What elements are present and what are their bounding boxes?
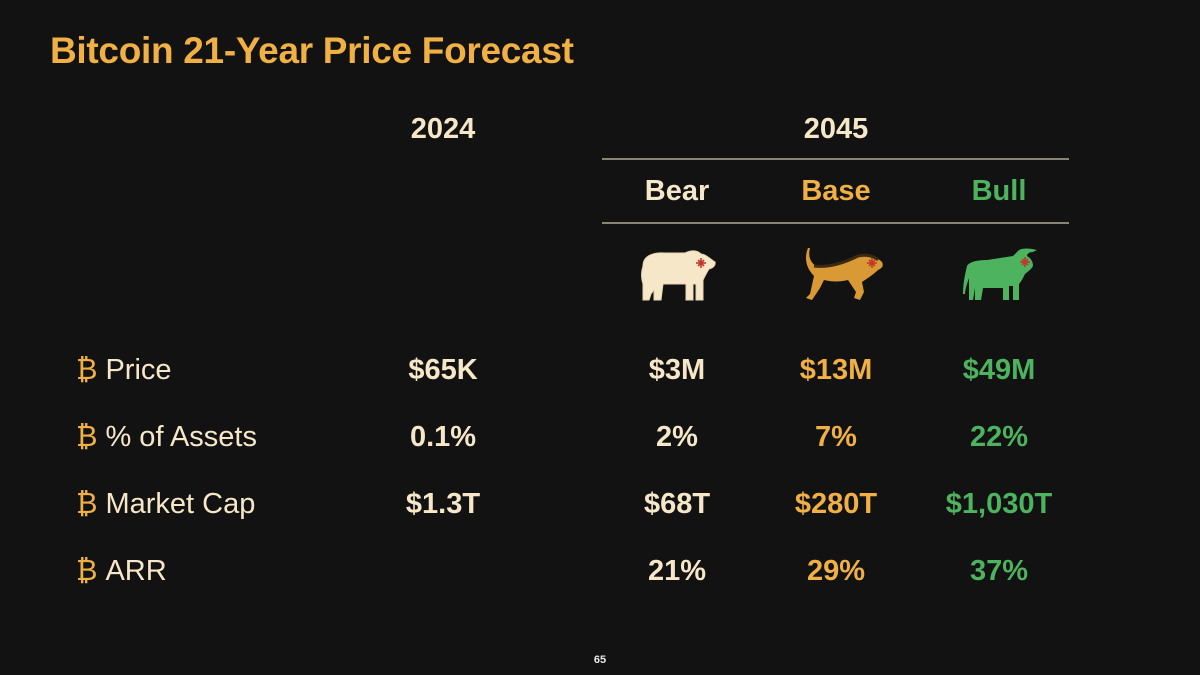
cell-arr-base: 29% (806, 555, 866, 587)
cell-price-bull: $49M (962, 354, 1036, 386)
cell-market-cap-bull: $1,030T (945, 488, 1053, 520)
row-label-text: Price (105, 354, 172, 386)
slide-title: Bitcoin 21-Year Price Forecast (50, 30, 574, 71)
bitcoin-icon: ₿ (76, 421, 98, 453)
page-number: 65 (593, 654, 607, 666)
bitcoin-icon: ₿ (76, 488, 98, 520)
bitcoin-icon: ₿ (76, 354, 98, 386)
scenario-header-base: Base (801, 175, 871, 207)
cell-price-2024: $65K (408, 354, 478, 386)
cell-price-base: $13M (799, 354, 873, 386)
bull-icon (963, 248, 1037, 300)
cell-arr-bull: 37% (969, 555, 1029, 587)
cell-market-cap-base: $280T (794, 488, 878, 520)
scenario-header-bear: Bear (644, 175, 710, 207)
row-label-arr: ₿ ARR (76, 554, 167, 588)
row-label-text: % of Assets (105, 421, 257, 453)
cell-assets-2024: 0.1% (409, 421, 477, 453)
cell-market-cap-bear: $68T (643, 488, 711, 520)
header-divider-top (602, 158, 1069, 160)
column-header-2024: 2024 (410, 113, 476, 145)
cell-price-bear: $3M (648, 354, 706, 386)
row-label-market-cap: ₿ Market Cap (76, 487, 255, 521)
bear-icon (641, 250, 716, 301)
bitcoin-icon: ₿ (76, 555, 98, 587)
row-label-assets: ₿% of Assets (76, 420, 257, 454)
cell-arr-bear: 21% (647, 555, 707, 587)
cell-assets-bear: 2% (656, 421, 698, 453)
row-label-price: ₿ Price (76, 353, 172, 387)
row-label-text: Market Cap (105, 488, 256, 520)
row-label-text: ARR (105, 555, 167, 587)
header-divider-bottom (602, 222, 1069, 224)
cell-assets-base: 7% (815, 421, 857, 453)
honey-badger-icon (806, 248, 883, 300)
column-header-2045: 2045 (803, 113, 869, 145)
scenario-header-bull: Bull (971, 175, 1027, 207)
cell-assets-bull: 22% (969, 421, 1029, 453)
cell-market-cap-2024: $1.3T (405, 488, 481, 520)
